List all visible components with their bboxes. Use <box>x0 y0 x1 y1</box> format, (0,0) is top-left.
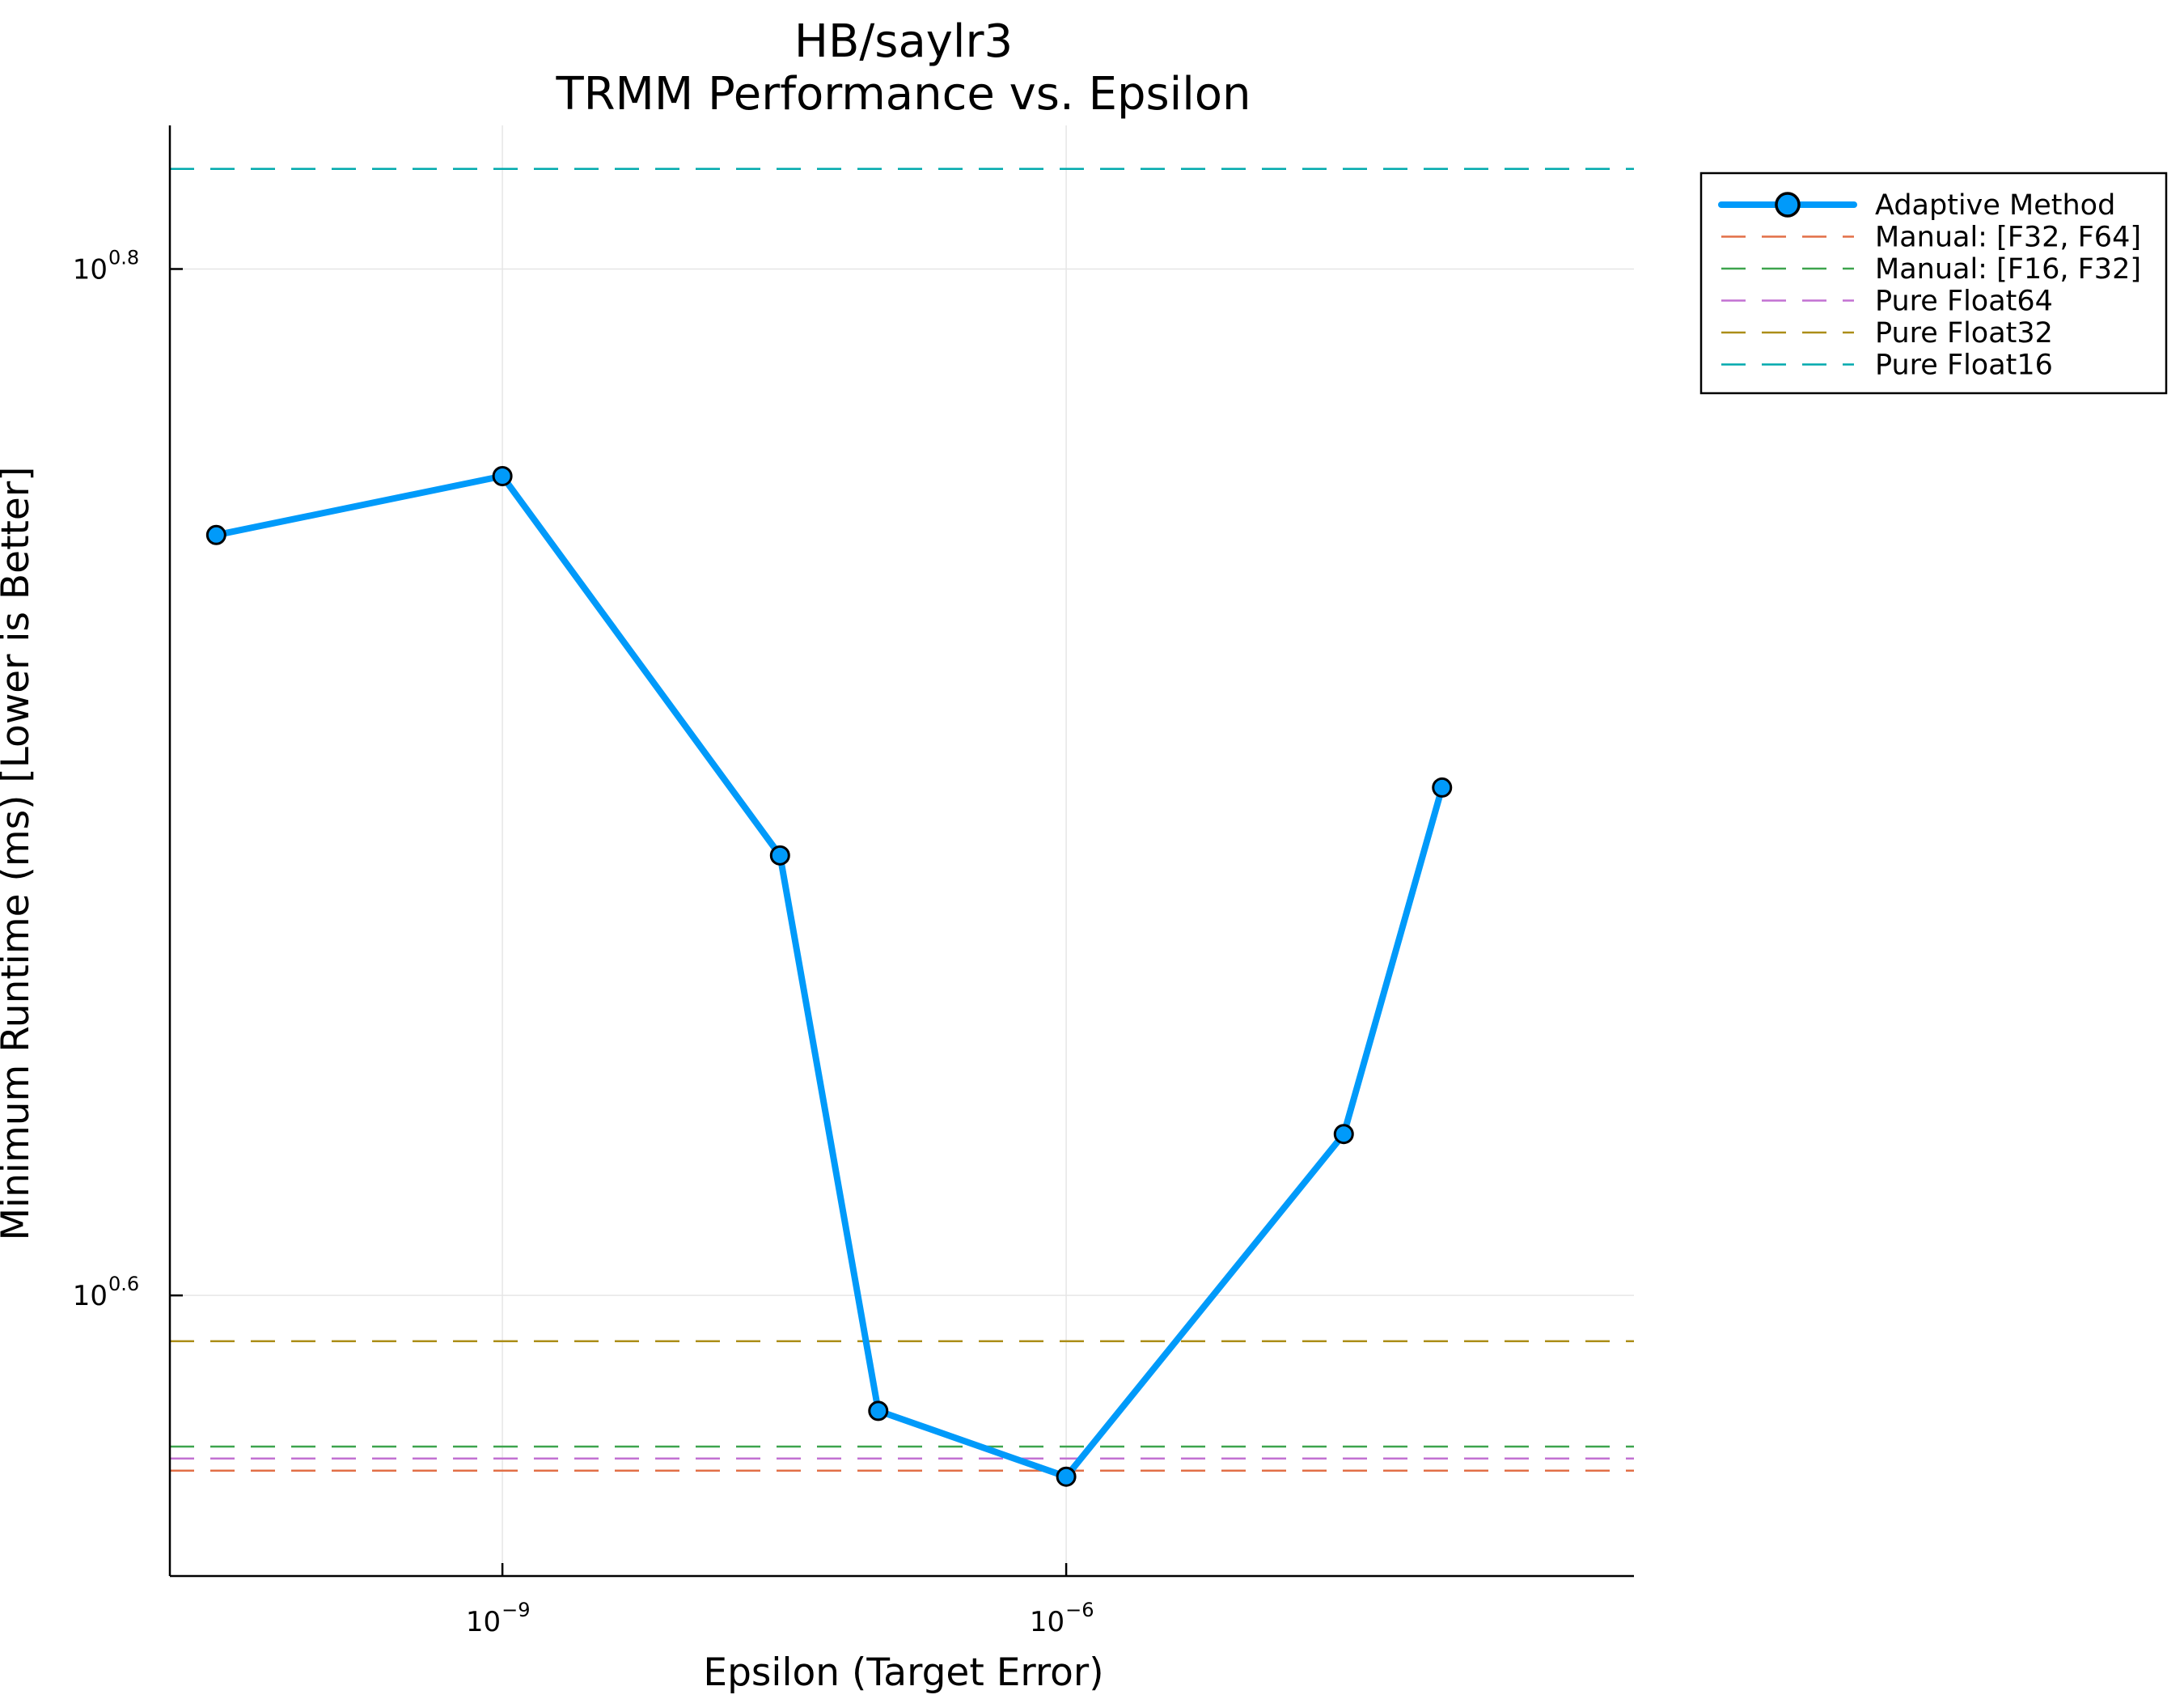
y-tick-exponent: 0.8 <box>108 246 139 269</box>
legend-label: Adaptive Method <box>1875 189 2115 222</box>
axes-layer <box>168 125 1634 1578</box>
data-point-marker <box>1333 1124 1354 1145</box>
grid-layer <box>170 125 1634 1576</box>
x-tick-label: 10 <box>466 1606 501 1638</box>
x-tick-exponent: −9 <box>502 1599 530 1621</box>
data-point-marker <box>492 465 513 486</box>
reference-lines-layer <box>170 167 1634 1472</box>
y-axis-label: Minimum Runtime (ms) [Lower is Better] <box>0 466 38 1240</box>
x-tick-exponent: −6 <box>1065 1599 1094 1621</box>
y-tick-exponent: 0.6 <box>108 1273 139 1295</box>
x-axis-label: Epsilon (Target Error) <box>703 1650 1103 1695</box>
y-tick-label: 10 <box>73 1280 108 1312</box>
data-point-marker <box>1056 1466 1077 1487</box>
legend-marker <box>1775 192 1801 218</box>
legend-label: Manual: [F32, F64] <box>1875 222 2141 254</box>
legend-label: Manual: [F16, F32] <box>1875 253 2141 286</box>
data-point-marker <box>205 524 226 545</box>
chart-subtitle: TRMM Performance vs. Epsilon <box>555 68 1251 121</box>
data-point-marker <box>1432 777 1453 798</box>
chart-title: HB/saylr3 <box>794 15 1013 68</box>
legend-label: Pure Float32 <box>1875 317 2053 350</box>
x-tick-label: 10 <box>1030 1606 1064 1638</box>
legend-label: Pure Float64 <box>1875 286 2053 318</box>
series-layer <box>205 465 1453 1487</box>
adaptive-method-line <box>213 472 1445 1481</box>
data-point-marker <box>868 1400 889 1421</box>
legend-label: Pure Float16 <box>1875 350 2053 382</box>
tick-layer: 10 −9 10 −610 0.610 0.8 <box>73 246 1094 1638</box>
data-point-marker <box>769 845 790 866</box>
y-tick-label: 10 <box>73 253 108 286</box>
